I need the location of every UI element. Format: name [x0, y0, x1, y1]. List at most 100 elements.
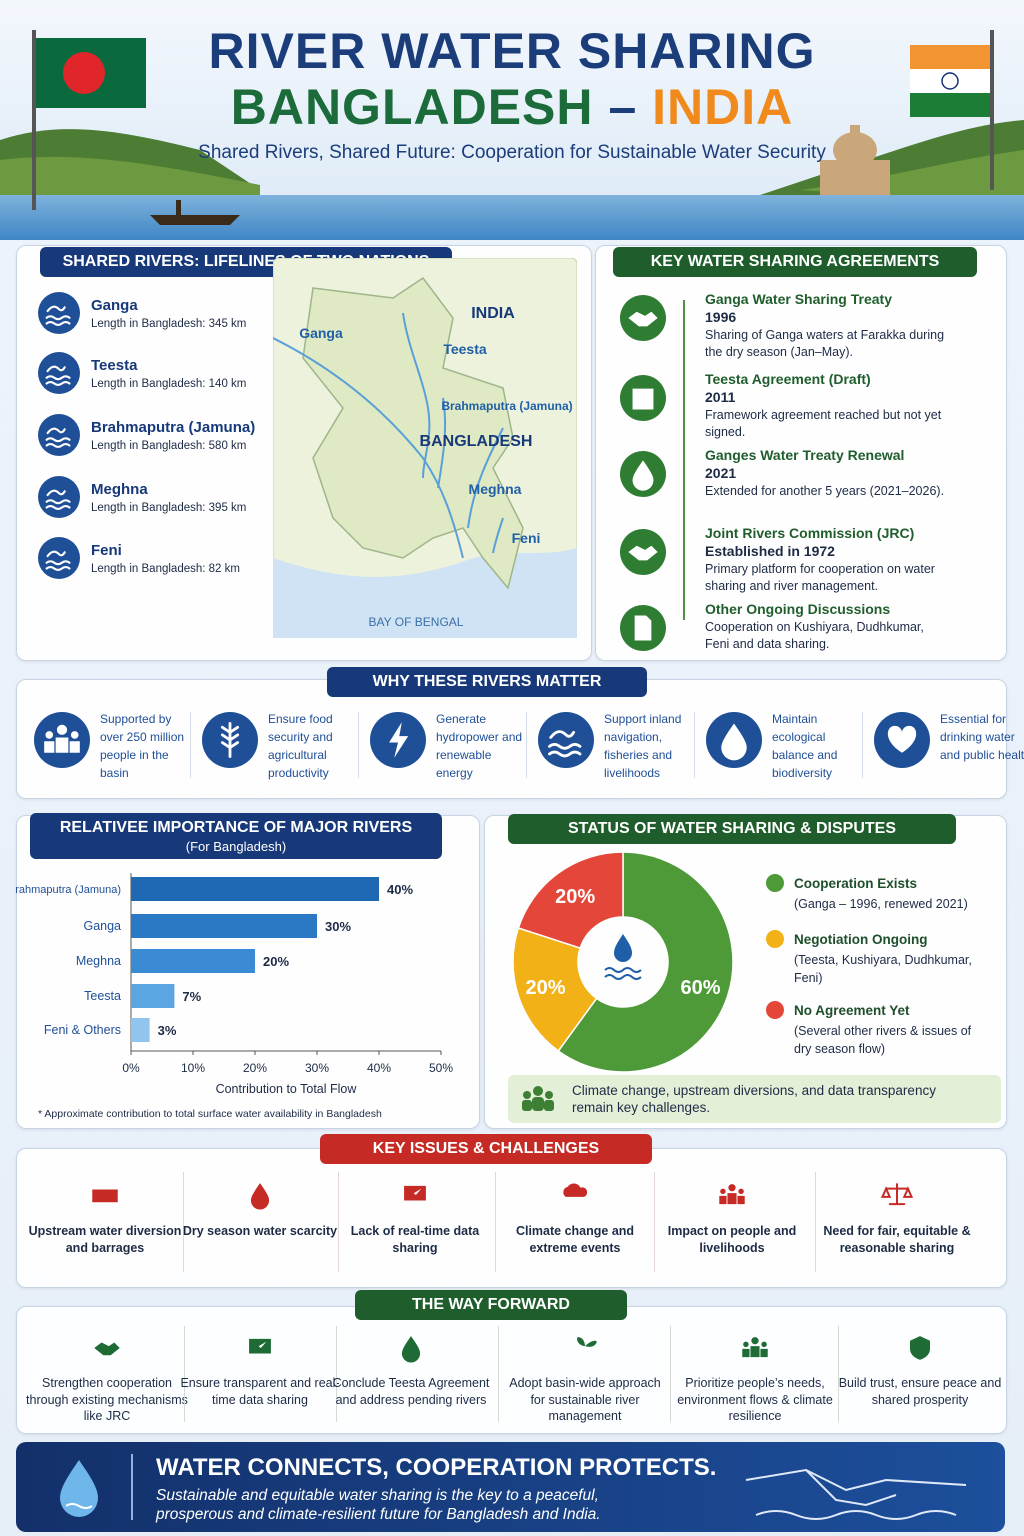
x-tick-label: 30%	[305, 1061, 329, 1075]
agreement: Teesta Agreement (Draft) 2011 Framework ag…	[705, 370, 995, 441]
icon-glyph	[389, 722, 409, 758]
icon-shape	[577, 1337, 597, 1358]
handshake-art	[745, 1468, 967, 1520]
icon	[37, 292, 80, 334]
bar-chart: 0% 10% 20% 30% 40% 50% Contribution to Total F…	[16, 873, 453, 1120]
icon-bg	[37, 352, 80, 394]
forward-panel	[16, 1306, 1007, 1434]
legend-label: Cooperation Exists	[794, 876, 917, 891]
bar	[131, 984, 175, 1008]
icon-shape	[37, 292, 80, 334]
icon	[37, 537, 80, 579]
category-label: Feni & Others	[44, 1023, 121, 1037]
divider	[131, 1454, 133, 1520]
slice-label: 20%	[525, 977, 565, 999]
river-length: Length in Bangladesh: 82 km	[91, 563, 240, 575]
center-wave	[604, 967, 642, 980]
legend-note: (Several other rivers & issues of dry se…	[794, 1024, 972, 1056]
icon-shape	[910, 1336, 930, 1360]
category-label: Teesta	[84, 989, 121, 1003]
challenge-text: Dry season water scarcity	[182, 1224, 338, 1238]
challenge-text: Impact on people and livelihoods	[667, 1224, 797, 1255]
x-tick-label: 50%	[429, 1061, 453, 1075]
divider	[498, 1326, 499, 1422]
river-length: Length in Bangladesh: 395 km	[91, 502, 247, 514]
agreement-title: Teesta Agreement (Draft)	[705, 371, 871, 387]
icon	[620, 529, 666, 575]
map-label: Ganga	[299, 325, 343, 341]
icon-shape	[370, 712, 426, 768]
icon	[404, 1185, 426, 1201]
river-name: Meghna	[91, 481, 148, 498]
divider	[526, 712, 527, 778]
forward-text: Conclude Teesta Agreement and address pe…	[332, 1376, 490, 1407]
divider	[183, 1326, 185, 1422]
pie-slice	[512, 927, 598, 1053]
legend-label: No Agreement Yet	[794, 1003, 910, 1018]
challenge-text: Lack of real-time data sharing	[350, 1224, 480, 1255]
icon-shape	[706, 712, 762, 768]
icon-shape	[37, 476, 80, 518]
icon-shape	[563, 1183, 588, 1197]
icon-glyph	[634, 615, 652, 641]
forward-text: Prioritize people’s needs, environment f…	[677, 1376, 833, 1423]
icon	[37, 414, 80, 456]
x-axis-label: Contribution to Total Flow	[216, 1082, 358, 1096]
icon-glyph	[45, 550, 71, 571]
section-title: THE WAY FORWARD	[355, 1290, 627, 1320]
icon-bg	[37, 537, 80, 579]
icon-shape	[250, 1183, 270, 1210]
icon-glyph	[632, 388, 654, 410]
icon-shape	[92, 1185, 118, 1203]
river-length: Length in Bangladesh: 580 km	[91, 440, 247, 452]
icon-glyph	[563, 1183, 588, 1197]
icon	[250, 1183, 270, 1210]
icon-shape	[401, 1336, 421, 1363]
icon-bg	[538, 712, 594, 768]
chart-subtitle: (For Bangladesh)	[185, 839, 287, 854]
icon-shape	[404, 1185, 426, 1201]
divider	[190, 712, 191, 778]
chart-title: STATUS OF WATER SHARING & DISPUTES	[508, 814, 956, 844]
agreement-title: Ganga Water Sharing Treaty	[705, 291, 892, 307]
country-a: BANGLADESH	[230, 79, 594, 135]
dash: –	[608, 79, 638, 135]
icon	[202, 712, 258, 768]
icon-shape	[719, 1184, 745, 1205]
icon-shape	[37, 414, 80, 456]
challenge-text: Upstream water diversion and barrages	[28, 1224, 182, 1255]
map-label: Brahmaputra (Jamuna)	[441, 399, 572, 413]
icon	[620, 605, 666, 651]
map-label: Feni	[512, 530, 541, 546]
title: RIVER WATER SHARING	[208, 23, 816, 79]
why-panel	[16, 679, 1007, 799]
footer-title: WATER CONNECTS, COOPERATION PROTECTS.	[156, 1454, 717, 1481]
river-length: Length in Bangladesh: 345 km	[91, 318, 247, 330]
why-text: Generate hydropower and renewable energy	[436, 712, 523, 780]
section-title: KEY WATER SHARING AGREEMENTS	[613, 247, 977, 277]
note-box: Climate change, upstream diversions, and…	[508, 1075, 1001, 1123]
value-label: 40%	[387, 882, 413, 897]
legend-swatch	[766, 1001, 784, 1019]
people-icon	[522, 1086, 554, 1111]
agreement: Joint Rivers Commission (JRC) Established…	[705, 524, 995, 595]
legend-note: (Ganga – 1996, renewed 2021)	[794, 897, 968, 911]
agreement: Ganges Water Treaty Renewal 2021 Extended …	[705, 446, 995, 500]
value-label: 20%	[263, 954, 289, 969]
icon-glyph	[628, 311, 658, 327]
challenge-text: Need for fair, equitable & reasonable sh…	[823, 1224, 971, 1255]
icon-glyph	[742, 1337, 768, 1358]
why-text: Essential for drinking water and public …	[940, 712, 1024, 762]
agreement: Other Ongoing Discussions Cooperation on …	[705, 600, 995, 653]
divider	[182, 1172, 184, 1272]
subtitle: Shared Rivers, Shared Future: Cooperatio…	[198, 142, 826, 163]
agreement-title: Ganges Water Treaty Renewal	[705, 447, 905, 463]
icon-glyph	[45, 427, 71, 448]
category-label: Meghna	[76, 954, 121, 968]
icon-glyph	[719, 1184, 745, 1205]
map-label: BANGLADESH	[420, 433, 533, 450]
bar	[131, 877, 379, 901]
river-name: Brahmaputra (Jamuna)	[91, 419, 256, 436]
divider	[862, 712, 863, 778]
